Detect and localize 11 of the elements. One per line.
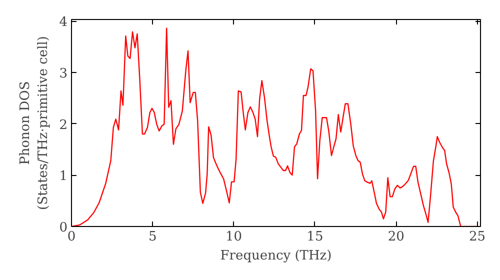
x-tick-label: 20 bbox=[388, 230, 404, 244]
x-tick-label: 5 bbox=[148, 230, 157, 244]
y-axis-title: Phonon DOS (States/THz·primitive cell) bbox=[18, 36, 52, 210]
y-tick-label: 1 bbox=[59, 169, 68, 184]
x-tick-label: 10 bbox=[226, 230, 242, 244]
y-tick-label: 3 bbox=[59, 66, 68, 82]
x-axis-title: Frequency (THz) bbox=[220, 248, 332, 264]
y-tick-label: 4 bbox=[59, 15, 68, 30]
y-tick-label: 2 bbox=[59, 118, 68, 133]
x-tick-label: 25 bbox=[468, 230, 486, 244]
x-tick-label: 15 bbox=[306, 230, 324, 244]
